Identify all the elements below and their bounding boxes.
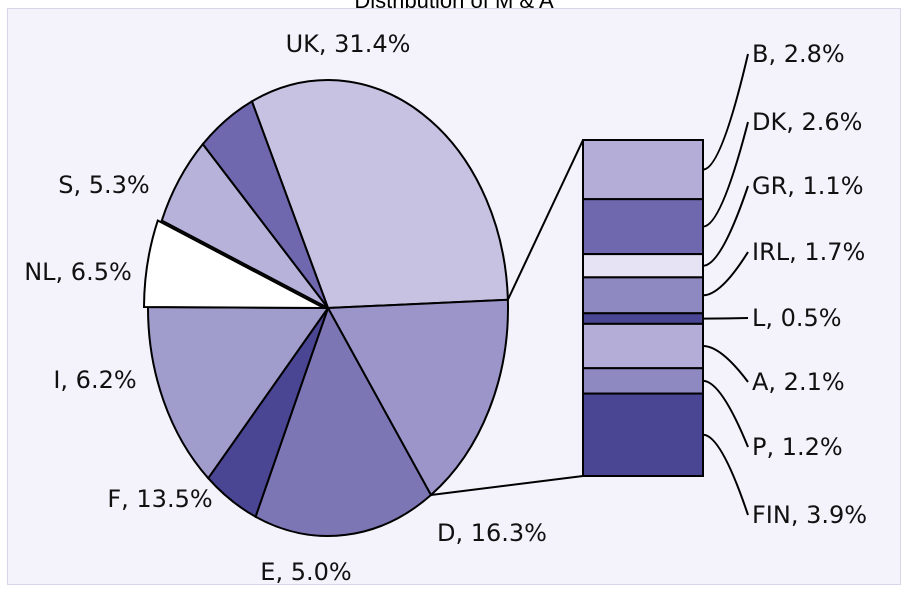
chart-title: Distribution of M & A xyxy=(354,0,554,13)
leader-line-p xyxy=(702,379,749,448)
leader-line-fin xyxy=(702,433,749,516)
breakdown-segment-gr xyxy=(582,253,704,279)
pie-slice-other xyxy=(326,298,509,497)
leader-line-gr xyxy=(702,185,749,267)
breakdown-label-dk: DK, 2.6% xyxy=(752,108,862,136)
pie-slice-uk xyxy=(250,79,509,310)
pie-slice-s xyxy=(201,99,329,309)
connector-line-top xyxy=(506,139,584,301)
breakdown-label-a: A, 2.1% xyxy=(752,368,845,396)
breakdown-segment-l xyxy=(582,312,704,325)
pie-label-nl: NL, 6.5% xyxy=(24,258,132,286)
breakdown-bar xyxy=(430,139,704,497)
pie-label-s: S, 5.3% xyxy=(58,171,149,199)
leader-line-irl xyxy=(702,251,749,297)
pie-label-e: E, 5.0% xyxy=(260,558,351,586)
pie-slice-f xyxy=(146,305,330,480)
leader-line-b xyxy=(702,53,749,171)
breakdown-label-b: B, 2.8% xyxy=(752,40,845,68)
breakdown-segment-fin xyxy=(582,392,704,477)
pie-labels: UK, 31.4% D, 16.3% E, 5.0% F, 13.5% I, 6.2% N… xyxy=(24,30,547,586)
leader-line-l xyxy=(702,317,749,320)
pie-label-f: F, 13.5% xyxy=(107,485,212,513)
breakdown-label-gr: GR, 1.1% xyxy=(752,172,864,200)
pie-slice-d xyxy=(254,305,433,537)
breakdown-segment-dk xyxy=(582,198,704,256)
pie-slice-i xyxy=(142,219,325,309)
breakdown-label-irl: IRL, 1.7% xyxy=(752,238,865,266)
breakdown-label-l: L, 0.5% xyxy=(752,304,842,332)
pie-label-uk: UK, 31.4% xyxy=(286,30,411,58)
breakdown-segment-irl xyxy=(582,276,704,315)
pie-slices xyxy=(142,79,509,537)
breakdown-labels: B, 2.8% DK, 2.6% GR, 1.1% IRL, 1.7% L, 0.5% A… xyxy=(702,40,867,529)
breakdown-segment-b xyxy=(582,139,704,201)
connector-line-bottom xyxy=(430,475,584,497)
pie-label-i: I, 6.2% xyxy=(53,366,136,394)
breakdown-label-p: P, 1.2% xyxy=(752,433,843,461)
leader-line-a xyxy=(702,345,749,383)
breakdown-label-fin: FIN, 3.9% xyxy=(752,501,867,529)
leader-line-dk xyxy=(702,121,749,228)
breakdown-segment-p xyxy=(582,367,704,395)
breakdown-segment-a xyxy=(582,322,704,370)
pie-label-d: D, 16.3% xyxy=(437,519,547,547)
